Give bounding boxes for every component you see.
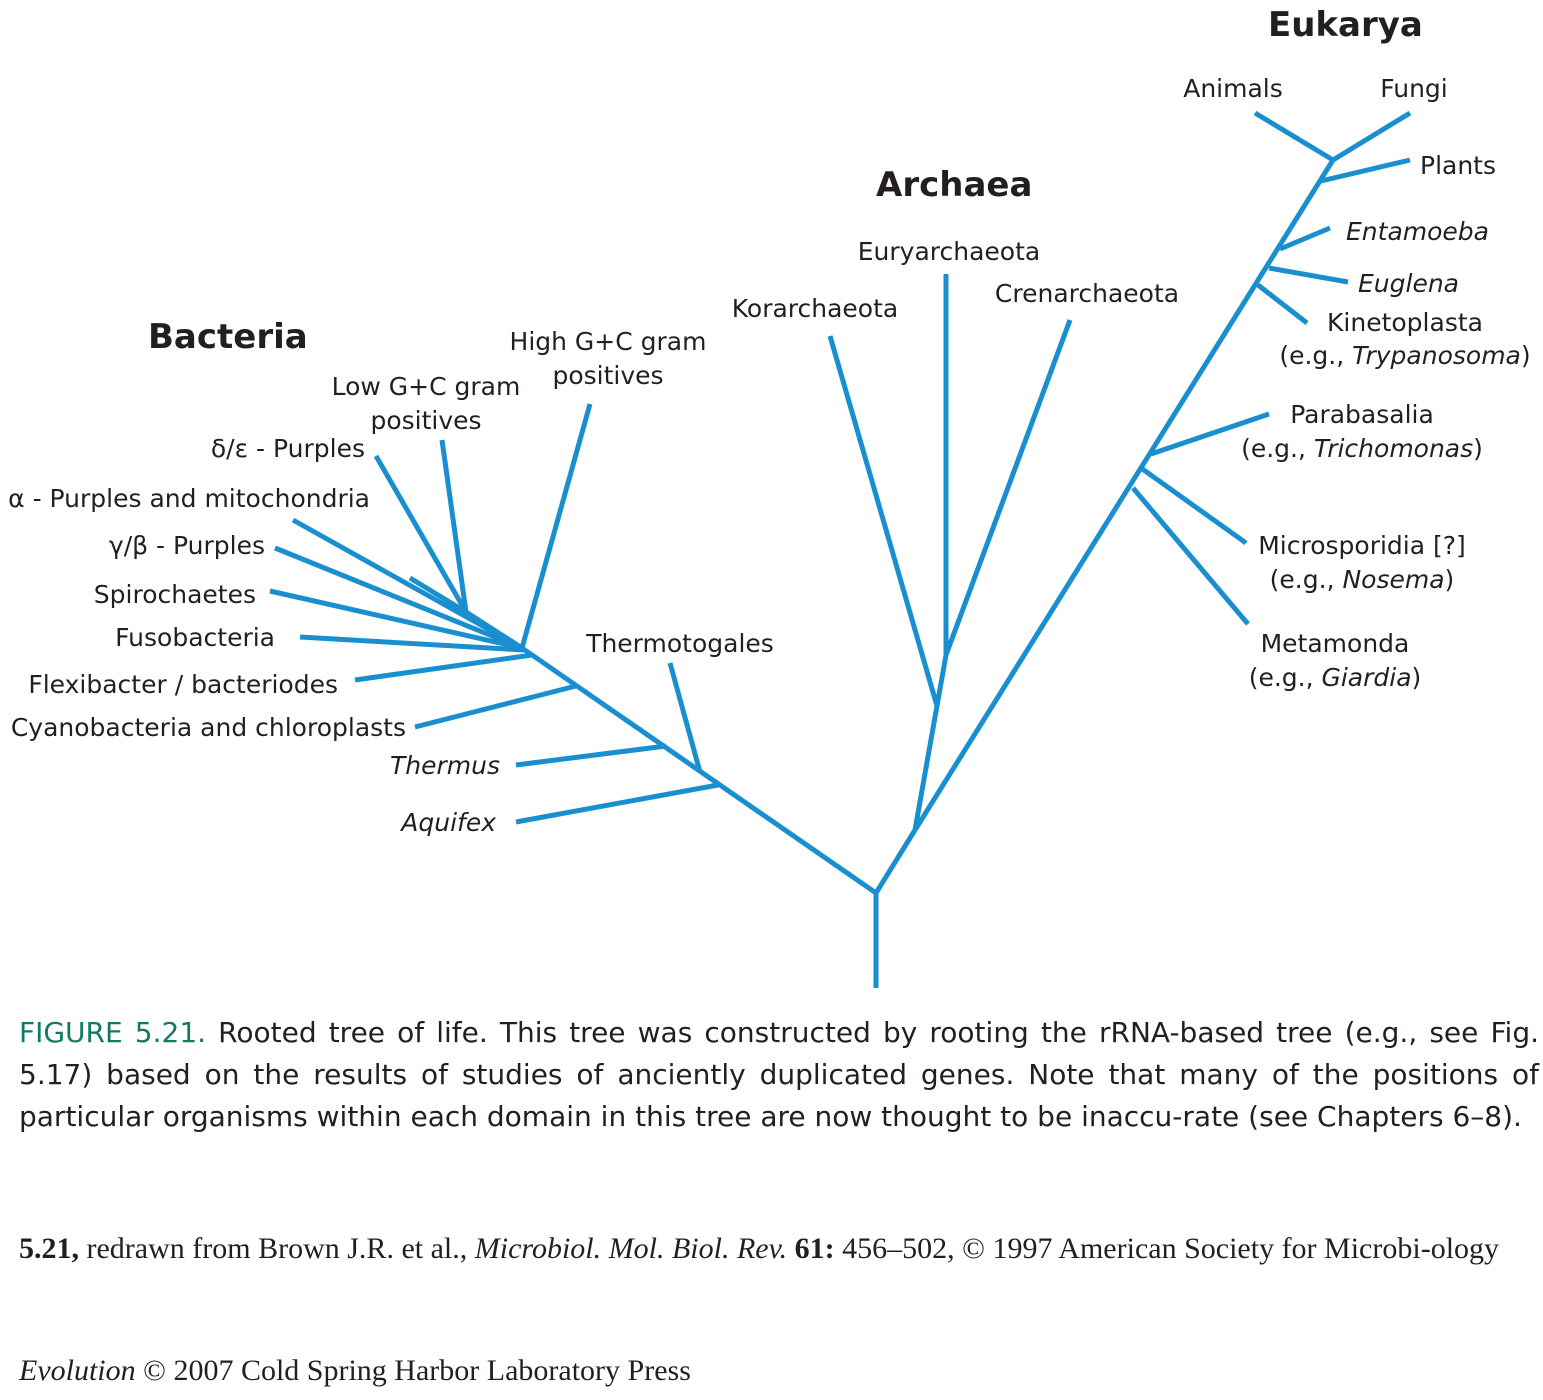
label-kinetoplasta: Kinetoplasta <box>1327 308 1483 337</box>
caption-text: Rooted tree of life. This tree was const… <box>19 1016 1539 1133</box>
credit-volume: 61: <box>787 1232 835 1265</box>
figure-label: FIGURE 5.21. <box>19 1016 207 1049</box>
label-aquifex: Aquifex <box>399 808 496 837</box>
label-euglena: Euglena <box>1358 269 1459 298</box>
figure-caption: FIGURE 5.21. Rooted tree of life. This t… <box>19 1012 1539 1138</box>
label-animals: Animals <box>1183 74 1283 103</box>
figure-credit: 5.21, redrawn from Brown J.R. et al., Mi… <box>19 1228 1539 1270</box>
label-low-gc-line1: Low G+C gram <box>332 372 521 401</box>
credit-text-2: 456–502, © 1997 American Society for Mic… <box>834 1232 1500 1265</box>
label-delta-epsilon-purples: δ/ε - Purples <box>211 434 365 463</box>
credit-journal: Microbiol. Mol. Biol. Rev. <box>474 1232 788 1265</box>
branch-fusobacteria <box>299 634 525 653</box>
branch-kinetoplasta <box>1256 283 1309 325</box>
label-euryarchaeota: Euryarchaeota <box>858 237 1040 266</box>
label-flexibacter: Flexibacter / bacteriodes <box>28 670 338 699</box>
branch-alpha-join <box>408 575 468 615</box>
branch-plants <box>1320 157 1411 184</box>
label-korarchaeota: Korarchaeota <box>732 294 898 323</box>
branch-aquifex <box>515 782 719 825</box>
branch-high-gc <box>519 403 593 649</box>
credit-figure-number: 5.21, <box>19 1232 79 1265</box>
label-low-gc-line2: positives <box>370 406 481 435</box>
label-metamonda: Metamonda <box>1261 629 1410 658</box>
branch-alpha-purples <box>291 517 524 651</box>
branch-thermus <box>515 743 667 768</box>
label-high-gc-line2: positives <box>552 361 663 390</box>
branch-microsporidia <box>1139 465 1248 546</box>
branch-flexibacter <box>354 652 533 683</box>
branch-entamoeba <box>1279 225 1331 252</box>
branch-thermotogales <box>667 662 703 773</box>
label-thermus: Thermus <box>390 751 500 780</box>
domain-label-archaea: Archaea <box>876 165 1032 205</box>
press-copyright: Evolution © 2007 Cold Spring Harbor Labo… <box>19 1354 691 1388</box>
branch-euglena <box>1268 265 1349 285</box>
domain-label-eukarya: Eukarya <box>1268 5 1423 45</box>
label-crenarchaeota: Crenarchaeota <box>995 279 1179 308</box>
domain-label-bacteria: Bacteria <box>148 317 308 357</box>
archaea-stem <box>912 654 949 831</box>
branch-low-gc <box>439 439 469 613</box>
label-cyanobacteria: Cyanobacteria and chloroplasts <box>11 713 406 742</box>
label-parabasalia: Parabasalia <box>1290 400 1434 429</box>
label-microsporidia: Microsporidia [?] <box>1258 531 1466 560</box>
label-gamma-beta-purples: γ/β - Purples <box>109 531 265 560</box>
branch-bacteria-inner <box>464 609 524 651</box>
label-plants: Plants <box>1420 151 1496 180</box>
branch-animals <box>1253 110 1335 163</box>
branch-gamma-beta <box>274 545 523 651</box>
branch-korarchaeota <box>827 335 940 707</box>
credit-text-1: redrawn from Brown J.R. et al., <box>79 1232 475 1265</box>
label-parabasalia-example: (e.g., Trichomonas) <box>1241 434 1483 463</box>
branch-spirochaetes <box>269 588 523 651</box>
branch-fungi <box>1331 110 1412 163</box>
archaea-eukarya-stem <box>873 828 918 895</box>
branch-delta-epsilon <box>373 454 469 614</box>
label-metamonda-example: (e.g., Giardia) <box>1249 663 1422 692</box>
label-spirochaetes: Spirochaetes <box>94 580 256 609</box>
label-fusobacteria: Fusobacteria <box>115 623 275 652</box>
tree-of-life-diagram: Bacteria Archaea Eukarya δ/ε - Purples α… <box>8 5 1531 988</box>
label-microsporidia-example: (e.g., Nosema) <box>1270 565 1455 594</box>
label-kinetoplasta-example: (e.g., Trypanosoma) <box>1279 341 1530 370</box>
press-text: © 2007 Cold Spring Harbor Laboratory Pre… <box>135 1354 691 1387</box>
branch-cyanobacteria <box>414 683 577 730</box>
eukarya-stem <box>912 158 1336 832</box>
label-alpha-purples: α - Purples and mitochondria <box>8 484 370 513</box>
tree-branches <box>269 110 1412 988</box>
label-entamoeba: Entamoeba <box>1346 217 1489 246</box>
label-thermotogales: Thermotogales <box>585 629 774 658</box>
branch-metamonda <box>1131 486 1250 626</box>
branch-crenarchaeota <box>943 319 1073 656</box>
label-fungi: Fungi <box>1380 74 1448 103</box>
label-high-gc-line1: High G+C gram <box>510 327 707 356</box>
press-book-title: Evolution <box>19 1354 136 1387</box>
branch-parabasalia <box>1150 411 1270 457</box>
